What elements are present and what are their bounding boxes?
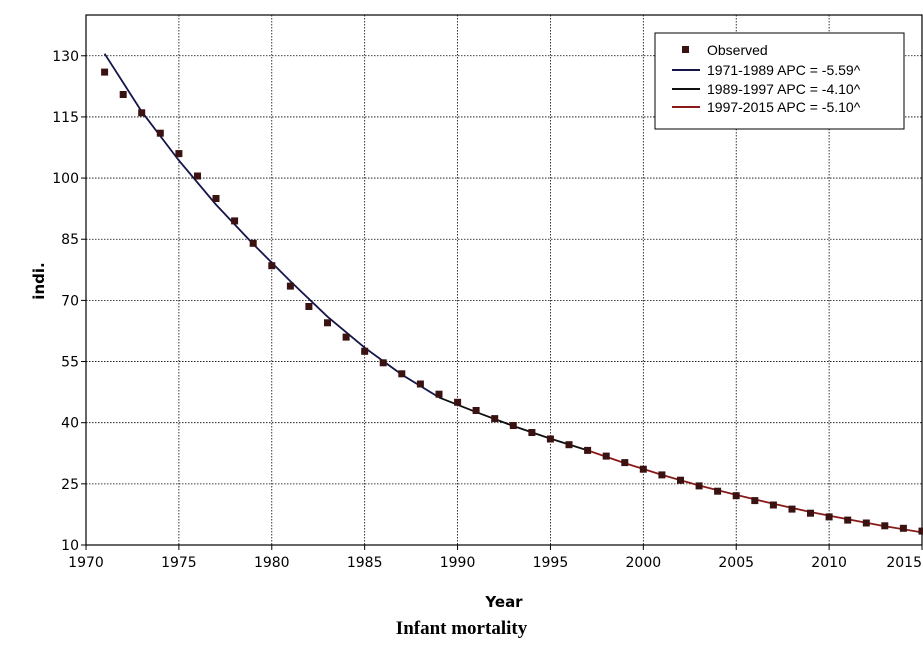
observed-point [658, 471, 666, 479]
observed-point [769, 501, 777, 509]
observed-point [899, 524, 907, 532]
observed-point [156, 129, 164, 137]
legend-marker-observed [682, 46, 689, 53]
y-tick-label: 10 [61, 538, 79, 554]
y-tick-label: 115 [52, 110, 79, 126]
observed-point [472, 407, 480, 414]
observed-point [416, 380, 424, 388]
x-tick-label: 1995 [533, 555, 569, 571]
observed-point [305, 303, 313, 310]
observed-point [435, 390, 443, 398]
observed-point [602, 452, 610, 460]
observed-point [491, 415, 499, 423]
legend-label-observed: Observed [707, 42, 768, 58]
x-tick-label: 1980 [254, 555, 290, 571]
gridlines [81, 15, 923, 550]
observed-point [677, 476, 684, 484]
y-tick-label: 130 [52, 49, 79, 65]
y-tick-label: 100 [52, 171, 79, 187]
x-tick-label: 1970 [68, 555, 104, 571]
observed-point [268, 262, 276, 270]
observed-point [138, 109, 146, 117]
y-tick-label: 70 [61, 293, 79, 309]
observed-point [454, 398, 462, 406]
observed-point [379, 359, 387, 367]
observed-point [881, 522, 889, 530]
observed-point [119, 91, 127, 98]
observed-point [249, 239, 257, 247]
observed-point [361, 347, 369, 355]
observed-points [101, 68, 923, 535]
x-axis-title: Year [484, 593, 523, 611]
observed-point [342, 333, 350, 341]
observed-point [751, 497, 759, 505]
x-tick-label: 2000 [626, 555, 662, 571]
observed-point [714, 487, 722, 495]
observed-point [231, 217, 239, 225]
observed-point [918, 527, 923, 535]
observed-point [788, 505, 796, 513]
observed-point [639, 465, 647, 473]
observed-point [324, 319, 331, 327]
y-tick-labels: 10 25 40 55 70 85 100 115 130 [52, 49, 79, 554]
observed-point [584, 446, 592, 454]
observed-point [695, 482, 703, 490]
x-tick-labels: 1970 1975 1980 1985 1990 1995 2000 2005 2010 2015 [68, 555, 922, 571]
x-tick-label: 2005 [718, 555, 754, 571]
observed-point [175, 150, 183, 158]
observed-point [212, 195, 220, 202]
legend-label-segment-1: 1971-1989 APC = -5.59^ [707, 62, 861, 78]
observed-point [844, 516, 852, 524]
observed-point [286, 282, 294, 290]
chart-caption: Infant mortality [395, 618, 528, 639]
observed-point [825, 513, 833, 521]
y-tick-label: 40 [61, 416, 79, 432]
observed-point [565, 441, 573, 449]
observed-point [398, 370, 406, 378]
y-tick-label: 85 [61, 232, 79, 248]
observed-point [194, 172, 201, 180]
x-tick-label: 2015 [886, 555, 922, 571]
legend: Observed 1971-1989 APC = -5.59^ 1989-199… [654, 32, 905, 130]
legend-box [654, 32, 905, 130]
observed-point [862, 519, 870, 527]
x-tick-label: 2010 [811, 555, 847, 571]
y-tick-label: 55 [61, 355, 79, 371]
observed-point [732, 492, 740, 500]
observed-point [509, 422, 517, 429]
y-axis-title: indi. [30, 262, 48, 299]
legend-label-segment-2: 1989-1997 APC = -4.10^ [707, 81, 861, 97]
observed-point [101, 68, 109, 76]
x-tick-label: 1985 [347, 555, 383, 571]
observed-point [546, 435, 554, 443]
observed-point [807, 509, 814, 517]
x-tick-label: 1990 [440, 555, 476, 571]
y-tick-label: 25 [61, 477, 79, 493]
legend-label-segment-3: 1997-2015 APC = -5.10^ [707, 99, 861, 115]
x-tick-label: 1975 [161, 555, 197, 571]
observed-point [621, 459, 629, 467]
observed-point [528, 429, 536, 436]
